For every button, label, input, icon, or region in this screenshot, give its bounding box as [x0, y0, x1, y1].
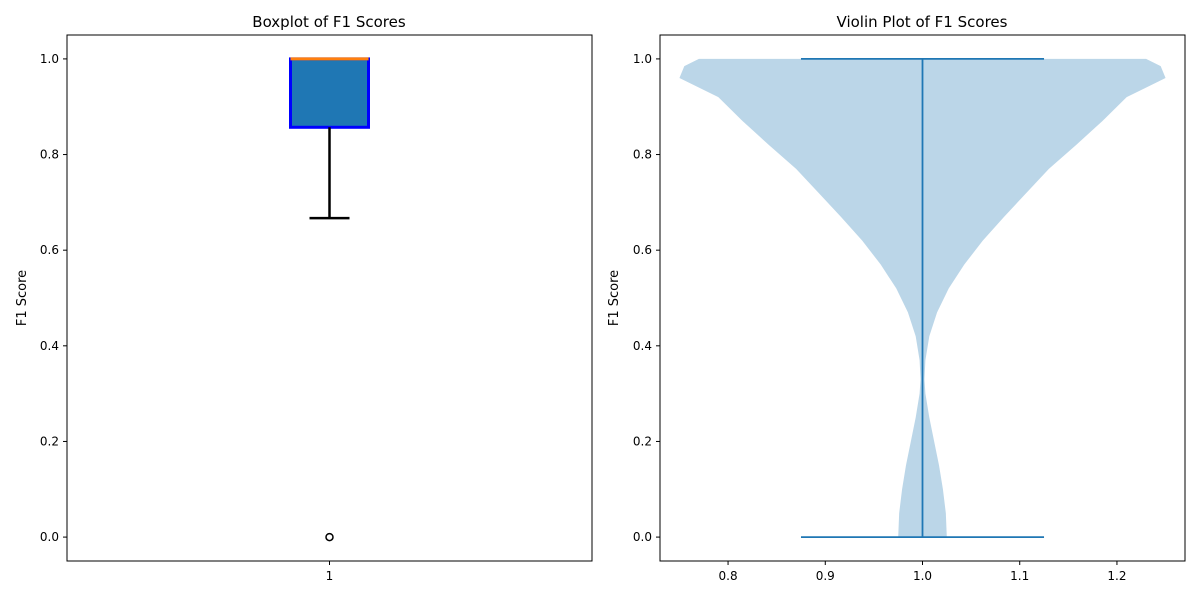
violin-title: Violin Plot of F1 Scores: [837, 13, 1008, 31]
y-tick-label: 0.6: [40, 243, 59, 257]
y-tick-label: 0.6: [633, 243, 652, 257]
x-tick-label: 0.9: [816, 569, 835, 583]
violin-y-ticks: 0.0 0.2 0.4 0.6 0.8 1.0: [633, 52, 660, 544]
violin-panel: Violin Plot of F1 Scores F1 Score 0.0 0.2…: [607, 13, 1186, 583]
boxplot-y-ticks: 0.0 0.2 0.4 0.6 0.8 1.0: [40, 52, 67, 544]
box: [289, 57, 370, 129]
y-tick-label: 0.2: [40, 434, 59, 448]
boxplot-axes-frame: [66, 34, 593, 562]
y-tick-label: 0.8: [633, 148, 652, 162]
y-tick-label: 0.8: [40, 148, 59, 162]
y-tick-label: 0.0: [40, 530, 59, 544]
x-tick-label: 1.2: [1107, 569, 1126, 583]
y-tick-label: 1.0: [40, 52, 59, 66]
x-tick-label: 1: [326, 569, 334, 583]
boxplot-marks: [289, 57, 370, 542]
x-tick-label: 1.1: [1010, 569, 1029, 583]
boxplot-title: Boxplot of F1 Scores: [252, 13, 406, 31]
y-tick-label: 1.0: [633, 52, 652, 66]
boxplot-ylabel: F1 Score: [15, 270, 30, 326]
violin-x-ticks: 0.8 0.9 1.0 1.1 1.2: [719, 561, 1126, 583]
violin-axes-frame: [659, 34, 1186, 562]
boxplot-x-ticks: 1: [326, 561, 334, 583]
y-tick-label: 0.2: [633, 434, 652, 448]
y-tick-label: 0.4: [40, 339, 59, 353]
y-tick-label: 0.4: [633, 339, 652, 353]
boxplot-panel: Boxplot of F1 Scores F1 Score 0.00.20.40…: [15, 13, 593, 583]
y-tick-label: 0.0: [633, 530, 652, 544]
violin-ylabel: F1 Score: [607, 270, 622, 326]
outlier-point: [325, 532, 334, 542]
violin-marks: [679, 58, 1166, 538]
x-tick-label: 1.0: [913, 569, 932, 583]
x-tick-label: 0.8: [719, 569, 738, 583]
